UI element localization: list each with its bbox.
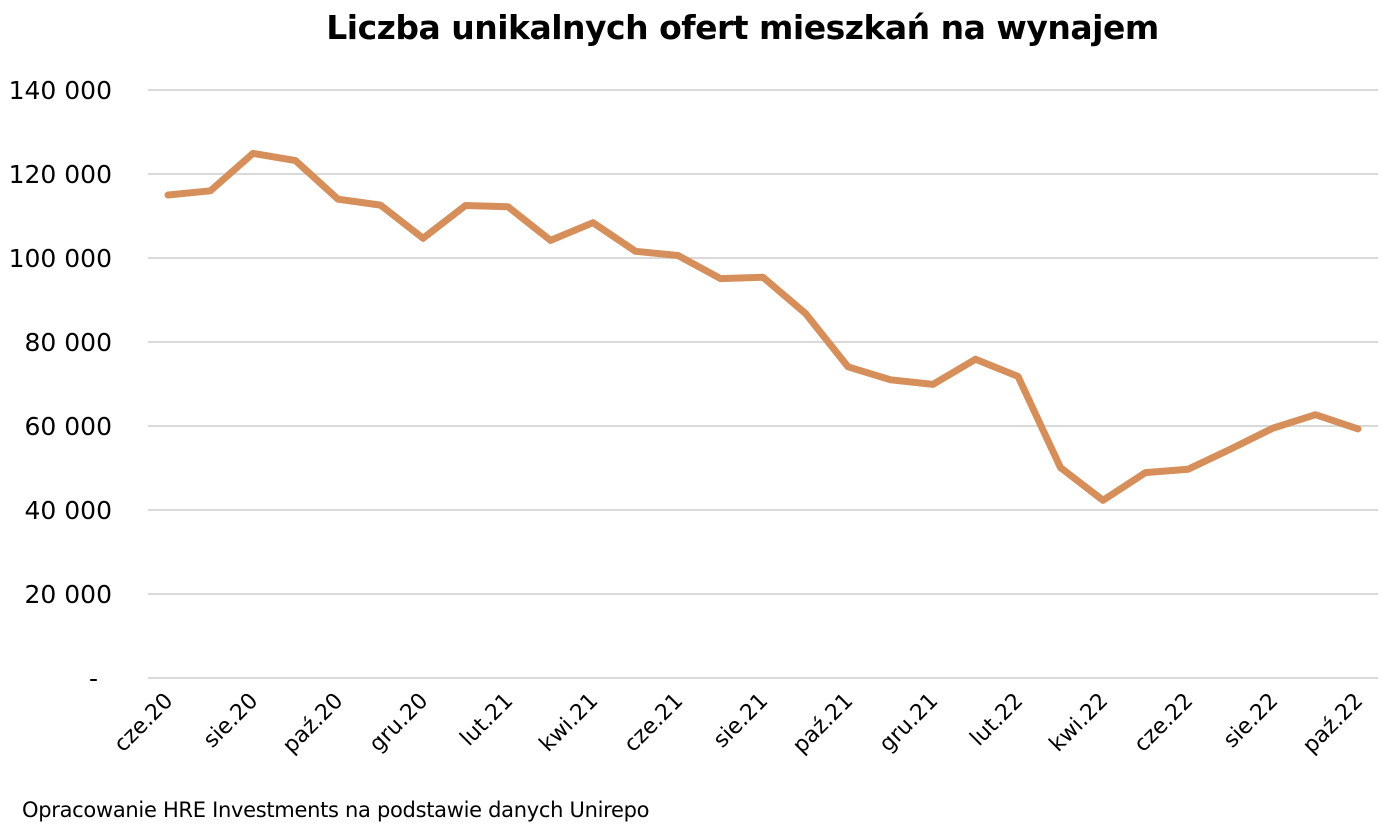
y-tick-label: 100 000 xyxy=(9,244,112,273)
x-tick-label: sie.20 xyxy=(199,689,263,753)
y-tick-label: 20 000 xyxy=(25,580,112,609)
x-tick-label: kwi.21 xyxy=(535,689,603,757)
y-axis-labels: - 20 000 40 000 60 000 80 000 100 000 120 000 1… xyxy=(9,76,112,693)
x-tick-label: kwi.22 xyxy=(1045,689,1113,757)
x-tick-label: cze.20 xyxy=(110,689,179,758)
y-tick-label: 120 000 xyxy=(9,160,112,189)
x-axis-labels: cze.20 sie.20 paź.20 gru.20 lut.21 kwi.21 cze.… xyxy=(110,689,1369,759)
y-tick-label: 40 000 xyxy=(25,496,112,525)
y-tick-label: 60 000 xyxy=(25,412,112,441)
gridlines xyxy=(148,89,1378,679)
x-tick-label: gru.21 xyxy=(875,689,944,758)
x-tick-label: gru.20 xyxy=(365,689,434,758)
x-tick-label: cze.21 xyxy=(620,689,689,758)
x-tick-label: paź.20 xyxy=(278,689,348,759)
y-tick-label: 140 000 xyxy=(9,76,112,105)
source-note: Opracowanie HRE Investments na podstawie… xyxy=(22,798,650,822)
x-tick-label: sie.22 xyxy=(1219,689,1283,753)
chart-title: Liczba unikalnych ofert mieszkań na wyna… xyxy=(326,8,1159,47)
x-tick-label: lut.22 xyxy=(966,689,1029,752)
y-tick-label: - xyxy=(89,664,98,693)
x-tick-label: sie.21 xyxy=(709,689,773,753)
y-tick-label: 80 000 xyxy=(25,328,112,357)
x-tick-label: paź.21 xyxy=(788,689,858,759)
x-tick-label: paź.22 xyxy=(1298,689,1368,759)
x-tick-label: cze.22 xyxy=(1130,689,1199,758)
series-line xyxy=(164,149,1362,504)
x-tick-label: lut.21 xyxy=(456,689,519,752)
